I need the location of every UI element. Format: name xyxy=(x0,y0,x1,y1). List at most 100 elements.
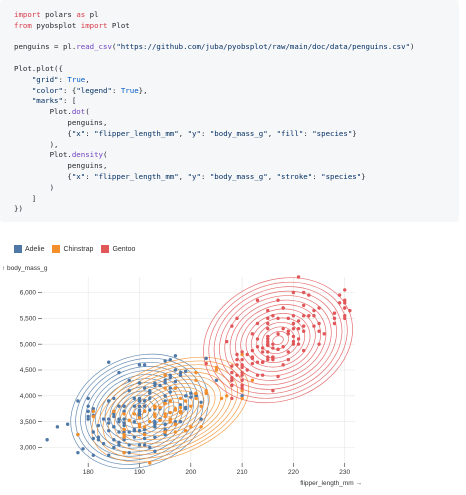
dot-chinstrap xyxy=(250,378,255,383)
dot-chinstrap xyxy=(214,365,219,370)
dot-gentoo xyxy=(312,324,316,328)
dot-adelie xyxy=(86,409,90,414)
code-token: as xyxy=(76,10,86,19)
dot-gentoo xyxy=(291,339,296,344)
dot-adelie xyxy=(122,409,126,414)
code-line: ), xyxy=(14,140,459,151)
dot-adelie xyxy=(81,447,85,451)
dot-gentoo xyxy=(312,314,316,318)
dot-chinstrap xyxy=(137,416,142,420)
dot-gentoo xyxy=(332,321,337,326)
dot-adelie xyxy=(148,445,152,450)
density-contour-chinstrap xyxy=(119,375,222,444)
dot-adelie xyxy=(148,388,152,393)
dot-adelie xyxy=(132,396,137,401)
dot-gentoo xyxy=(271,314,275,318)
dot-chinstrap xyxy=(91,409,96,414)
code-token: dot xyxy=(71,107,86,117)
code-token: , xyxy=(267,171,277,181)
dot-chinstrap xyxy=(122,412,126,416)
legend-label: Chinstrap xyxy=(63,245,94,253)
dot-chinstrap xyxy=(158,405,162,410)
code-token: "species" xyxy=(312,128,353,138)
legend-label: Adelie xyxy=(25,245,45,253)
dot-chinstrap xyxy=(240,396,244,401)
dot-gentoo xyxy=(235,363,239,367)
code-token: penguins = pl. xyxy=(14,42,77,52)
dot-adelie xyxy=(107,453,111,457)
density-contour-chinstrap xyxy=(147,394,194,425)
dot-gentoo xyxy=(266,334,270,339)
x-tick-label: 210 xyxy=(237,469,248,476)
code-token: "y" xyxy=(187,128,201,138)
dot-gentoo xyxy=(266,337,270,341)
dot-gentoo xyxy=(301,324,306,328)
code-token xyxy=(14,96,32,105)
dot-gentoo xyxy=(266,357,270,362)
dot-adelie xyxy=(183,405,188,410)
dot-adelie xyxy=(117,419,121,424)
dot-adelie xyxy=(132,429,137,433)
x-tick-label: 230 xyxy=(339,469,350,476)
dot-gentoo xyxy=(260,373,265,377)
dot-adelie xyxy=(153,435,157,439)
density-contour-gentoo xyxy=(256,322,300,359)
dot-gentoo xyxy=(240,378,244,383)
code-line: {"x": "flipper_length_mm", "y": "body_ma… xyxy=(14,172,459,183)
dot-chinstrap xyxy=(168,419,172,424)
dot-chinstrap xyxy=(214,368,219,372)
code-token: , xyxy=(85,74,90,84)
density-contour-chinstrap xyxy=(130,383,210,437)
dot-gentoo xyxy=(250,361,255,366)
dot-chinstrap xyxy=(168,417,172,421)
code-line: }) xyxy=(14,204,459,215)
dot-adelie xyxy=(55,425,60,429)
code-token: True xyxy=(120,85,139,95)
dot-gentoo xyxy=(255,345,260,349)
dot-adelie xyxy=(142,443,147,447)
code-token: Plot. xyxy=(14,150,72,160)
code-token: read_csv xyxy=(76,42,112,52)
x-tick-label: 220 xyxy=(288,469,299,476)
code-token: "species" xyxy=(321,171,362,181)
dot-gentoo xyxy=(235,316,239,321)
code-token: : xyxy=(200,171,210,181)
code-token: { xyxy=(14,171,72,181)
dot-adelie xyxy=(137,429,142,433)
code-token xyxy=(14,86,32,95)
dot-gentoo xyxy=(301,348,306,353)
dot-chinstrap xyxy=(148,461,152,465)
code-token: : xyxy=(111,85,121,95)
dot-adelie xyxy=(173,368,178,372)
code-token: } xyxy=(361,171,366,181)
dot-gentoo xyxy=(271,388,275,393)
dot-adelie xyxy=(163,422,167,426)
dot-gentoo xyxy=(286,332,290,336)
dot-chinstrap xyxy=(240,352,244,357)
dot-chinstrap xyxy=(142,425,147,429)
dot-adelie xyxy=(163,378,167,383)
dot-adelie xyxy=(142,427,147,432)
dot-adelie xyxy=(117,404,121,408)
dot-adelie xyxy=(127,378,131,383)
code-token: "legend" xyxy=(76,85,112,95)
code-line: "marks": [ xyxy=(14,96,459,107)
dot-adelie xyxy=(199,417,203,421)
code-token: ) xyxy=(410,42,415,52)
dot-gentoo xyxy=(286,350,290,354)
density-contour-adelie xyxy=(80,361,199,461)
dot-chinstrap xyxy=(240,388,244,393)
dot-gentoo xyxy=(348,308,352,313)
dot-adelie xyxy=(107,417,111,421)
code-line: ) xyxy=(14,183,459,194)
dot-gentoo xyxy=(317,306,321,310)
code-token: polars xyxy=(40,10,77,19)
dot-chinstrap xyxy=(204,391,208,395)
dot-adelie xyxy=(137,404,142,408)
dot-gentoo xyxy=(337,293,342,297)
dot-gentoo xyxy=(266,316,270,321)
code-token: }, xyxy=(138,85,148,95)
dot-gentoo xyxy=(230,378,234,383)
dot-gentoo xyxy=(291,321,296,326)
code-line xyxy=(14,32,459,43)
